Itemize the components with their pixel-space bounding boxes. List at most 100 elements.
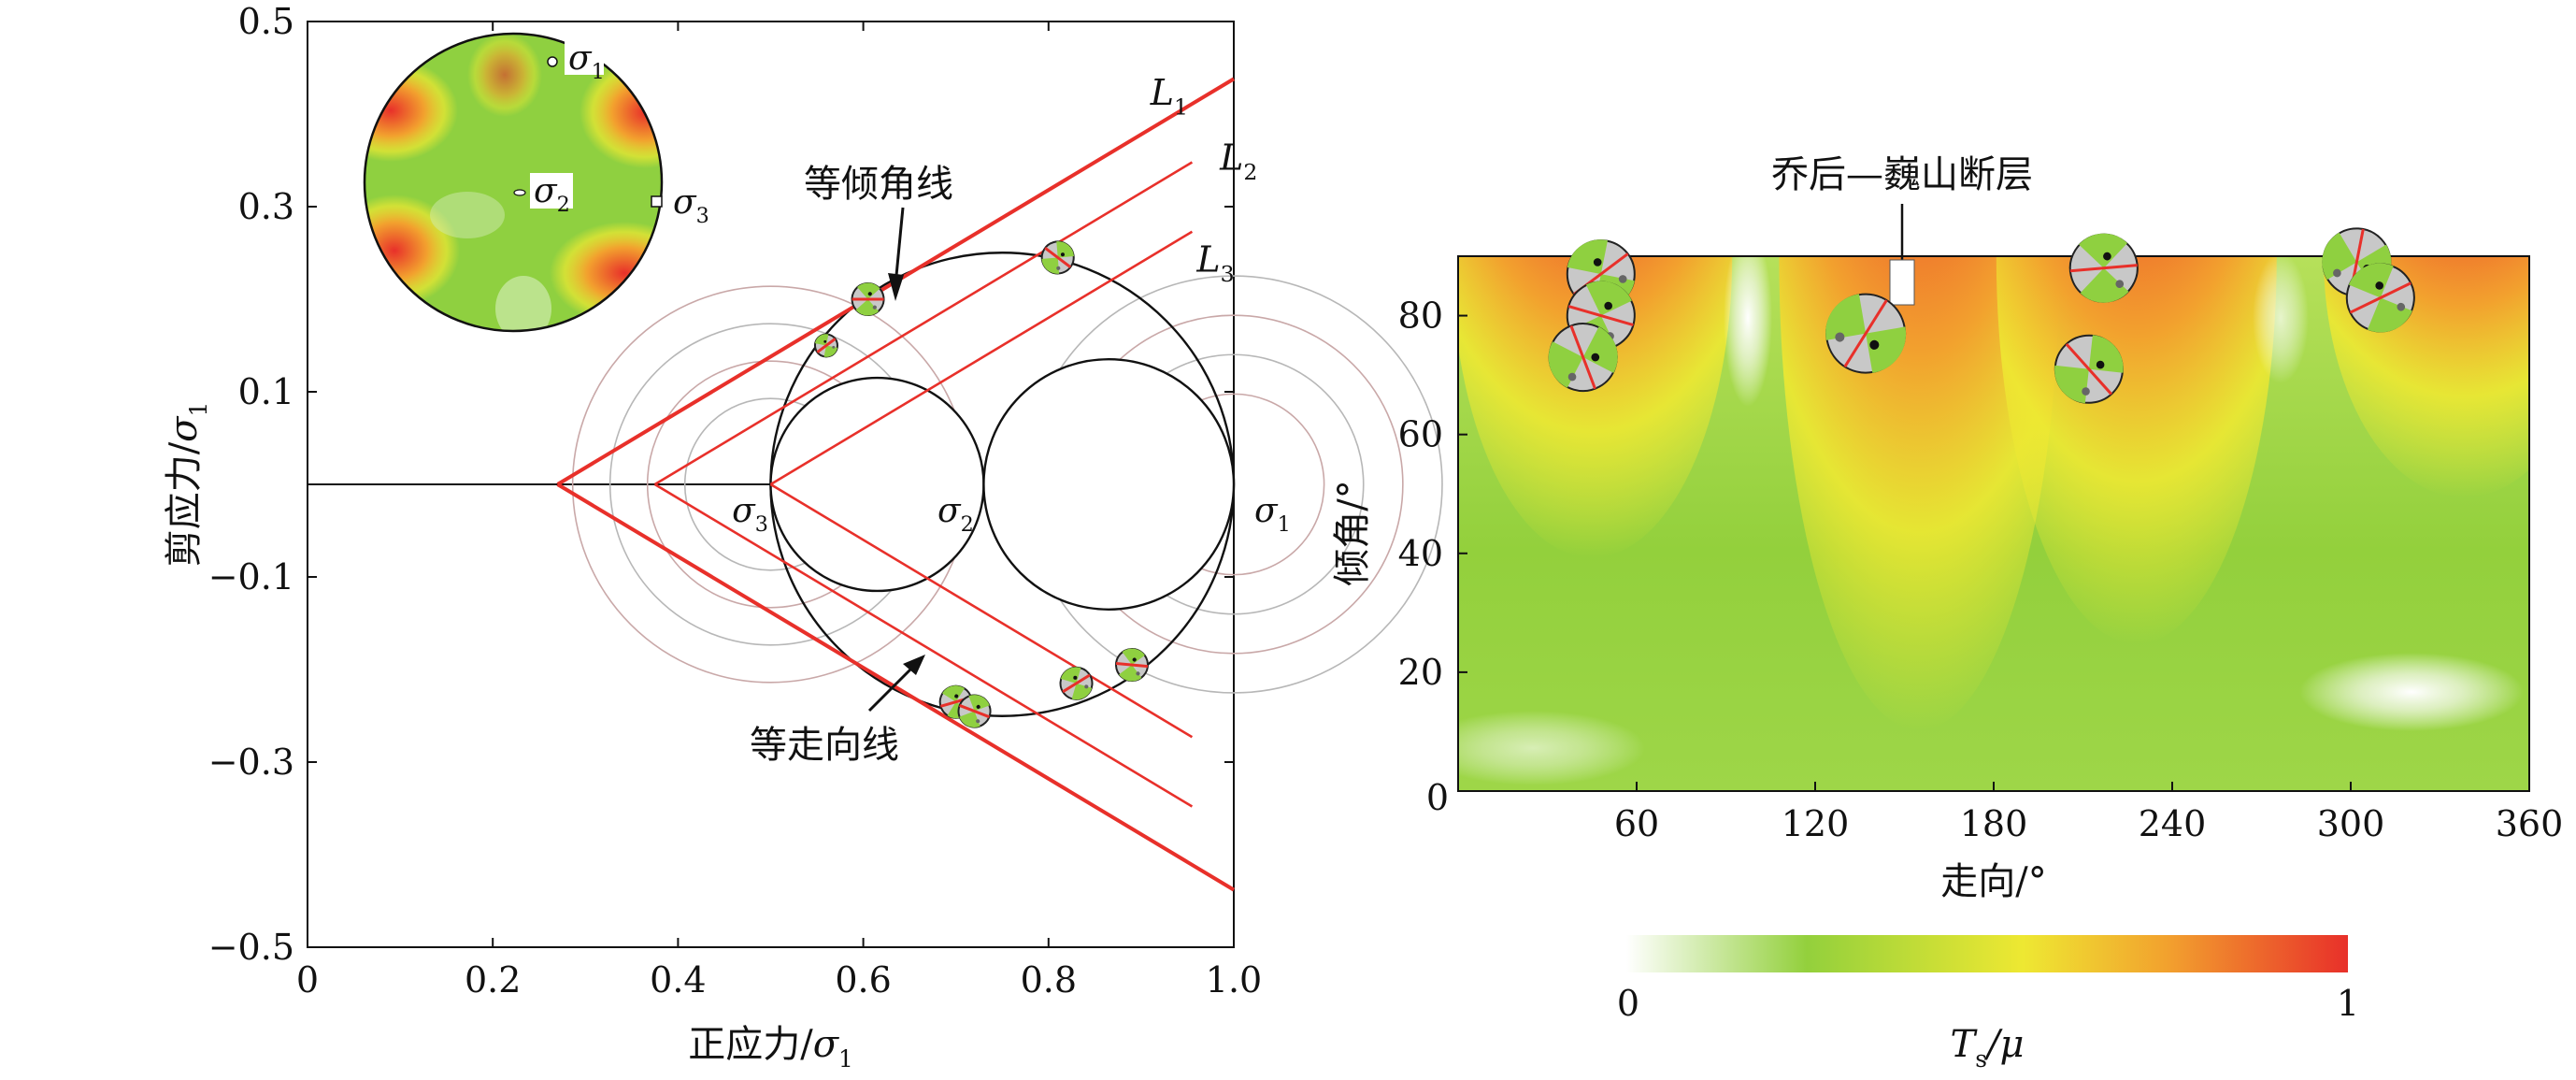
x-tick-label: 0 xyxy=(296,959,319,1001)
fault-plane-trace xyxy=(1567,305,1634,326)
slip-vector-dot xyxy=(867,292,872,296)
y-tick-label: 0.5 xyxy=(238,1,294,42)
mohr-circles: σ3 σ2 σ1 L1 L2 L3 xyxy=(556,72,1443,892)
slip-vector-dot xyxy=(823,339,827,343)
inset-sigma-label: σ3 xyxy=(673,183,709,228)
inset-sigma2-marker xyxy=(513,189,526,196)
compression-quadrant xyxy=(2322,232,2357,281)
failure-line-lower xyxy=(556,482,1236,892)
slip-vector-dot xyxy=(1869,339,1880,350)
y-axis-label-group: 剪应力/σ1 xyxy=(163,402,212,568)
pole-dot xyxy=(1618,275,1627,283)
focal-mechanism xyxy=(2068,233,2139,303)
high-ratio-zone xyxy=(1458,256,1733,558)
fault-marker xyxy=(1889,259,1915,306)
fault-plane-trace xyxy=(852,297,884,301)
slip-vector-dot xyxy=(2096,360,2105,369)
focal-mechanism xyxy=(1548,323,1618,393)
compression-quadrant xyxy=(1056,241,1074,258)
pole-dot xyxy=(2115,280,2125,289)
failure-line-upper xyxy=(653,161,1194,486)
failure-line-upper xyxy=(769,230,1194,486)
dip-annotation-arrow xyxy=(894,207,905,286)
fault-plane-trace xyxy=(816,338,837,353)
x-tick-label: 0.4 xyxy=(650,959,706,1001)
focal-mechanism xyxy=(1825,293,1907,374)
compression-quadrant xyxy=(2054,365,2089,404)
colorbar-min-label: 0 xyxy=(1617,983,1639,1024)
dip-contour-annotation: 等倾角线 xyxy=(804,163,953,206)
stress-stereonet-inset: σ1 σ2 σ3 xyxy=(363,32,709,333)
fault-point xyxy=(1040,240,1075,275)
inset-sigma1-label-box xyxy=(565,39,604,75)
principal-stress-label: σ1 xyxy=(1254,492,1291,537)
y-tick-label: −0.1 xyxy=(208,556,294,598)
y-axis-label-group: 倾角/° xyxy=(1331,480,1374,585)
slip-vector-dot xyxy=(1073,675,1078,680)
pole-dot xyxy=(872,305,877,310)
pole-dot xyxy=(2333,268,2341,278)
compression-quadrant xyxy=(1582,326,1618,373)
fault-point xyxy=(957,694,992,728)
pole-dot xyxy=(2397,302,2406,311)
inset-sigma3-marker xyxy=(651,195,663,208)
pole-dot xyxy=(1084,684,1089,689)
failure-line-label: L3 xyxy=(1195,238,1234,287)
fault-plane-trace xyxy=(1569,324,1596,390)
heatmap-white-spot-right xyxy=(2299,653,2524,731)
y-tick-label: −0.3 xyxy=(208,742,294,783)
slip-vector-dot xyxy=(1591,353,1600,362)
compression-quadrant xyxy=(968,695,990,712)
pole-dot xyxy=(2082,387,2090,396)
pole-dot xyxy=(1136,671,1140,676)
colorbar-labels: 0 1 Ts/μ xyxy=(1617,983,2359,1073)
fault-plane-trace xyxy=(2349,281,2411,314)
y-axis-label: 剪应力/σ1 xyxy=(163,402,212,568)
principal-stress-label: σ3 xyxy=(732,492,768,537)
strike-contour-annotation: 等走向线 xyxy=(750,724,899,767)
inset-sigma1-marker xyxy=(547,56,558,67)
slip-vector-dot xyxy=(1604,301,1613,310)
compression-quadrant xyxy=(855,299,880,316)
inset-sigma-labels: σ1 σ2 σ3 xyxy=(534,39,709,228)
pole-dot xyxy=(832,345,836,349)
slip-vector-dot xyxy=(976,704,980,709)
compression-quadrant xyxy=(1866,326,1907,373)
x-tick-label: 60 xyxy=(1614,803,1659,844)
slip-vector-dot xyxy=(2103,252,2111,261)
x-tick-label: 240 xyxy=(2139,803,2207,844)
colorbar xyxy=(1626,935,2348,972)
compression-quadrant xyxy=(1825,294,1867,340)
focal-mechanisms xyxy=(1548,227,2415,404)
x-tick-label: 0.6 xyxy=(835,959,891,1001)
heatmap-white-spot-mid xyxy=(2253,256,2309,383)
y-tick-label: 60 xyxy=(1398,414,1443,455)
x-axis-label: 正应力/σ1 xyxy=(688,1023,853,1073)
x-tick-label: 180 xyxy=(1960,803,2028,844)
focal-mechanism xyxy=(2345,263,2415,333)
x-tick-label: 1.0 xyxy=(1206,959,1262,1001)
strike-annotation-arrow xyxy=(867,664,916,713)
right-axis-ticks: 60 120 180 240 300 360 0 80 60 40 20 走向/° 倾角/° xyxy=(1331,295,2563,903)
fault-plane-trace xyxy=(1843,299,1888,367)
compression-quadrant xyxy=(857,282,880,299)
x-tick-label: 300 xyxy=(2317,803,2385,844)
compression-quadrant xyxy=(1122,648,1145,666)
inset-sigma3-label-box xyxy=(669,183,708,219)
y-axis-label: 倾角/° xyxy=(1331,480,1374,585)
y-tick-label: −0.5 xyxy=(208,927,294,968)
x-axis-label: 走向/° xyxy=(1940,860,2046,903)
pole-dot xyxy=(1567,372,1577,382)
pole-dot xyxy=(1835,332,1845,342)
heatmap-white-spot-left xyxy=(1458,711,1645,785)
right-annotations: 乔后—巍山断层 xyxy=(1771,153,2033,196)
left-axis-ticks: 0 0.2 0.4 0.6 0.8 1.0 0.5 0.3 0.1 −0.1 −0.3 −0.5 正应力… xyxy=(163,1,1262,1073)
y-tick-label: 0.3 xyxy=(238,186,294,227)
colorbar-title: Ts/μ xyxy=(1951,1023,2025,1073)
compression-quadrant xyxy=(1548,341,1583,388)
slip-vector-dot xyxy=(1060,252,1066,257)
mohr-circle xyxy=(769,376,985,593)
heatmap-white-spot-center xyxy=(1724,256,1772,407)
